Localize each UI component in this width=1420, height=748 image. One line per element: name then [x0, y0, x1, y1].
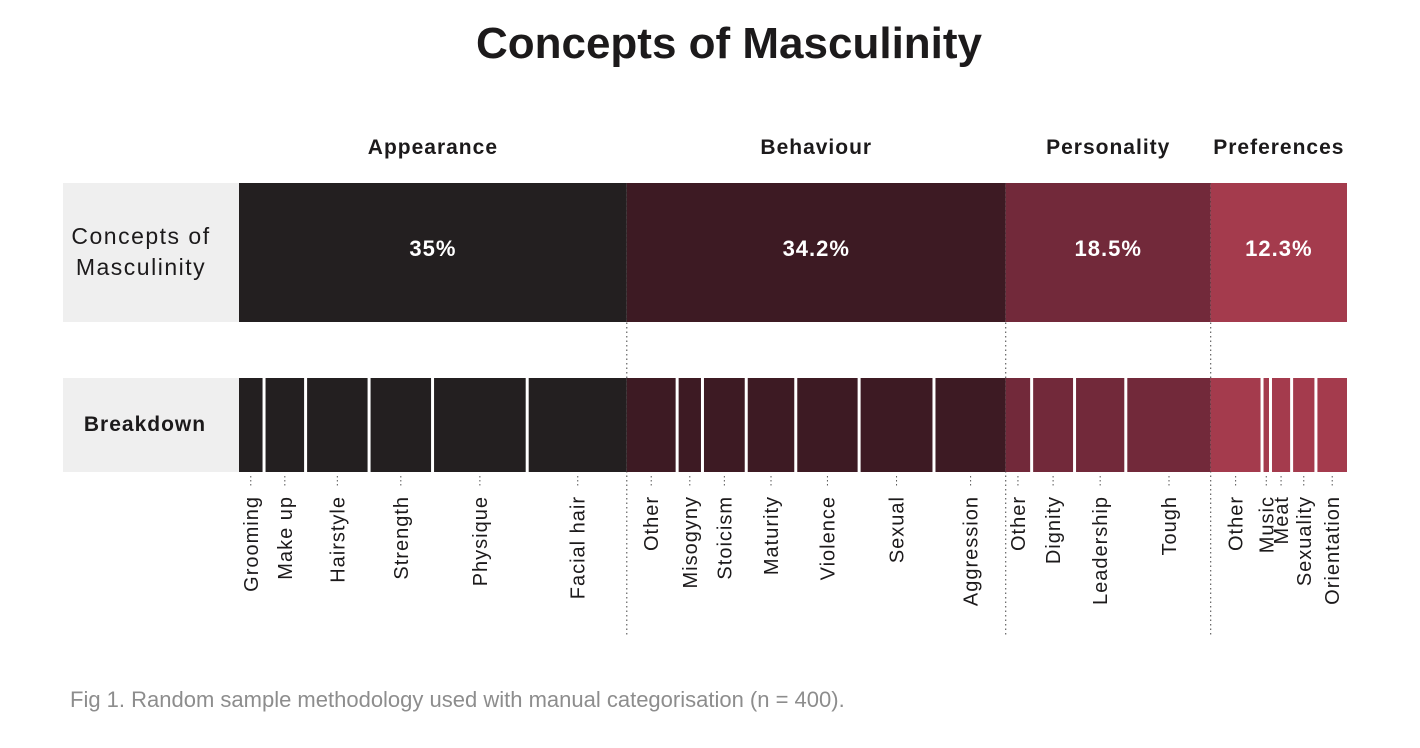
breakdown-segment-behaviour-misogyny: [678, 378, 701, 472]
bar-segment-personality: [1005, 183, 1211, 322]
bar-segment-preferences: [1210, 183, 1347, 322]
breakdown-row-label: Breakdown: [84, 413, 206, 436]
category-label-behaviour: Behaviour: [760, 136, 872, 159]
breakdown-segment-behaviour-violence: [797, 378, 858, 472]
breakdown-label-behaviour-violence: Violence: [817, 496, 839, 580]
breakdown-label-behaviour-stoicism: Stoicism: [714, 496, 736, 580]
breakdown-segment-personality-leadership: [1076, 378, 1125, 472]
breakdown-label-behaviour-maturity: Maturity: [761, 496, 783, 575]
breakdown-label-appearance-facial-hair: Facial hair: [568, 496, 590, 599]
breakdown-segment-personality-tough: [1127, 378, 1211, 472]
breakdown-label-preferences-orientation: Orientation: [1322, 496, 1344, 605]
category-label-personality: Personality: [1046, 136, 1170, 159]
breakdown-label-personality-dignity: Dignity: [1043, 496, 1065, 564]
breakdown-label-preferences-music: Music: [1256, 496, 1278, 553]
breakdown-segment-preferences-music: [1263, 378, 1269, 472]
breakdown-segment-appearance-strength: [370, 378, 432, 472]
figure-caption: Fig 1. Random sample methodology used wi…: [70, 687, 845, 712]
breakdown-label-behaviour-aggression: Aggression: [961, 496, 983, 606]
breakdown-segment-appearance-physique: [434, 378, 526, 472]
category-label-preferences: Preferences: [1213, 136, 1344, 159]
breakdown-segment-preferences-other: [1210, 378, 1261, 472]
breakdown-label-personality-leadership: Leadership: [1090, 496, 1112, 605]
breakdown-segment-behaviour-other: [626, 378, 676, 472]
breakdown-segment-personality-dignity: [1033, 378, 1074, 472]
breakdown-label-personality-other: Other: [1008, 496, 1030, 551]
chart-marks: Appearance 35% Grooming Make up Hairstyle Str…: [239, 136, 1347, 636]
main-row-label-line-1: Concepts of: [71, 223, 210, 249]
main-row-label-panel: [63, 183, 239, 322]
breakdown-label-preferences-meat: Meat: [1271, 496, 1293, 544]
breakdown-label-behaviour-other: Other: [641, 496, 663, 551]
breakdown-segment-preferences-meat: [1271, 378, 1291, 472]
breakdown-segment-behaviour-stoicism: [703, 378, 745, 472]
breakdown-segment-behaviour-maturity: [747, 378, 795, 472]
bar-segment-behaviour: [626, 183, 1006, 322]
breakdown-segment-behaviour-sexual: [860, 378, 933, 472]
breakdown-label-preferences-other: Other: [1226, 496, 1248, 551]
breakdown-label-behaviour-sexual: Sexual: [887, 496, 909, 563]
breakdown-label-behaviour-misogyny: Misogyny: [680, 496, 702, 588]
breakdown-label-appearance-make-up: Make up: [275, 496, 297, 580]
breakdown-label-appearance-grooming: Grooming: [241, 496, 263, 592]
breakdown-segment-preferences-sexuality: [1293, 378, 1315, 472]
breakdown-label-appearance-strength: Strength: [391, 496, 413, 580]
breakdown-label-preferences-sexuality: Sexuality: [1294, 496, 1316, 586]
percent-label-preferences: 12.3%: [1245, 236, 1312, 261]
breakdown-segment-appearance-facial-hair: [528, 378, 627, 472]
breakdown-segment-preferences-orientation: [1317, 378, 1347, 472]
breakdown-label-appearance-physique: Physique: [470, 496, 492, 586]
bar-segment-appearance: [239, 183, 627, 322]
breakdown-label-appearance-hairstyle: Hairstyle: [327, 496, 349, 583]
main-row-label-line-2: Masculinity: [76, 254, 206, 280]
breakdown-segment-behaviour-aggression: [935, 378, 1006, 472]
breakdown-segment-appearance-hairstyle: [307, 378, 368, 472]
category-label-appearance: Appearance: [368, 136, 498, 159]
breakdown-row-label-panel: [63, 378, 239, 472]
breakdown-segment-personality-other: [1005, 378, 1031, 472]
breakdown-label-personality-tough: Tough: [1159, 496, 1181, 556]
percent-label-behaviour: 34.2%: [783, 236, 850, 261]
breakdown-segment-appearance-grooming: [239, 378, 263, 472]
chart-title: Concepts of Masculinity: [476, 19, 983, 68]
percent-label-appearance: 35%: [409, 236, 456, 261]
breakdown-segment-appearance-make-up: [265, 378, 305, 472]
percent-label-personality: 18.5%: [1075, 236, 1142, 261]
